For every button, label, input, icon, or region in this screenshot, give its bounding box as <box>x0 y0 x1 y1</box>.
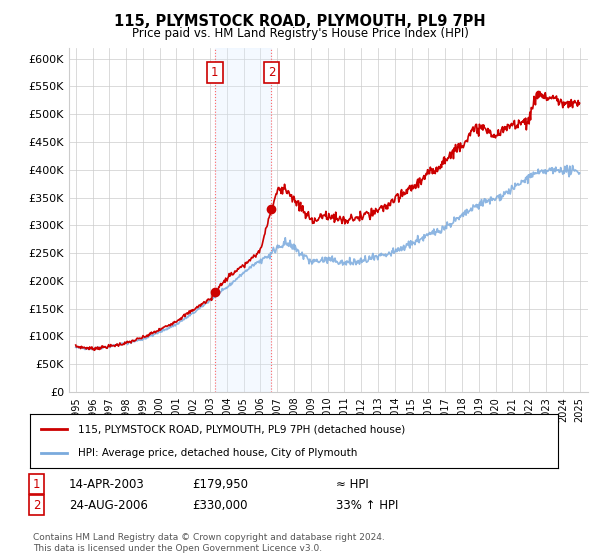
Text: ≈ HPI: ≈ HPI <box>336 478 369 491</box>
Text: 115, PLYMSTOCK ROAD, PLYMOUTH, PL9 7PH: 115, PLYMSTOCK ROAD, PLYMOUTH, PL9 7PH <box>114 14 486 29</box>
Text: 33% ↑ HPI: 33% ↑ HPI <box>336 498 398 512</box>
Text: 1: 1 <box>33 478 41 491</box>
Bar <box>215 48 271 392</box>
Text: Contains HM Land Registry data © Crown copyright and database right 2024.
This d: Contains HM Land Registry data © Crown c… <box>33 533 385 553</box>
Text: 14-APR-2003: 14-APR-2003 <box>69 478 145 491</box>
Text: 2: 2 <box>33 498 41 512</box>
Text: 115, PLYMSTOCK ROAD, PLYMOUTH, PL9 7PH (detached house): 115, PLYMSTOCK ROAD, PLYMOUTH, PL9 7PH (… <box>77 424 405 435</box>
Text: 1: 1 <box>211 66 218 79</box>
Text: 24-AUG-2006: 24-AUG-2006 <box>69 498 148 512</box>
Text: Price paid vs. HM Land Registry's House Price Index (HPI): Price paid vs. HM Land Registry's House … <box>131 27 469 40</box>
Text: HPI: Average price, detached house, City of Plymouth: HPI: Average price, detached house, City… <box>77 447 357 458</box>
Text: £330,000: £330,000 <box>192 498 248 512</box>
Text: £179,950: £179,950 <box>192 478 248 491</box>
Text: 2: 2 <box>268 66 275 79</box>
